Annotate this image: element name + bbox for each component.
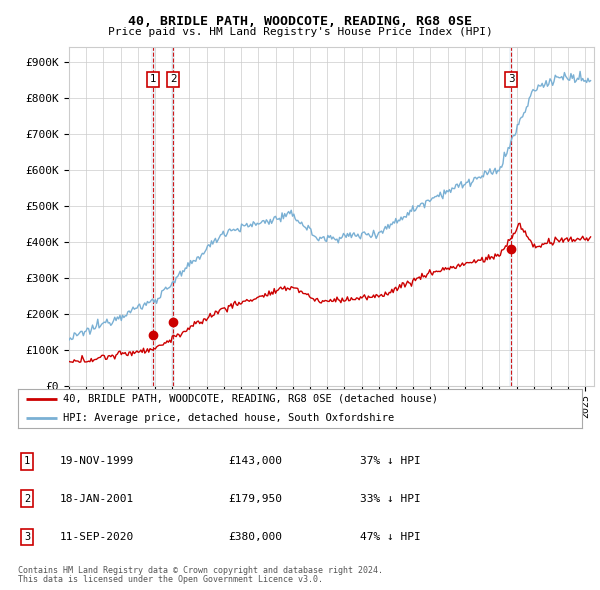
Text: 18-JAN-2001: 18-JAN-2001 [60,494,134,503]
Text: 2: 2 [170,74,176,84]
Text: 1: 1 [150,74,157,84]
Text: 33% ↓ HPI: 33% ↓ HPI [360,494,421,503]
Text: This data is licensed under the Open Government Licence v3.0.: This data is licensed under the Open Gov… [18,575,323,584]
Text: 47% ↓ HPI: 47% ↓ HPI [360,532,421,542]
Bar [509,47,513,386]
Bar [151,47,155,386]
Text: 37% ↓ HPI: 37% ↓ HPI [360,457,421,466]
Text: 40, BRIDLE PATH, WOODCOTE, READING, RG8 0SE (detached house): 40, BRIDLE PATH, WOODCOTE, READING, RG8 … [63,394,438,404]
Text: 19-NOV-1999: 19-NOV-1999 [60,457,134,466]
Text: 1: 1 [24,457,30,466]
Text: 2: 2 [24,494,30,503]
Text: £143,000: £143,000 [228,457,282,466]
Text: 3: 3 [24,532,30,542]
Text: HPI: Average price, detached house, South Oxfordshire: HPI: Average price, detached house, Sout… [63,413,394,423]
Text: 3: 3 [508,74,515,84]
Text: Price paid vs. HM Land Registry's House Price Index (HPI): Price paid vs. HM Land Registry's House … [107,27,493,37]
Text: £380,000: £380,000 [228,532,282,542]
Text: 40, BRIDLE PATH, WOODCOTE, READING, RG8 0SE: 40, BRIDLE PATH, WOODCOTE, READING, RG8 … [128,15,472,28]
Text: Contains HM Land Registry data © Crown copyright and database right 2024.: Contains HM Land Registry data © Crown c… [18,566,383,575]
Bar [171,47,175,386]
Text: 11-SEP-2020: 11-SEP-2020 [60,532,134,542]
Text: £179,950: £179,950 [228,494,282,503]
